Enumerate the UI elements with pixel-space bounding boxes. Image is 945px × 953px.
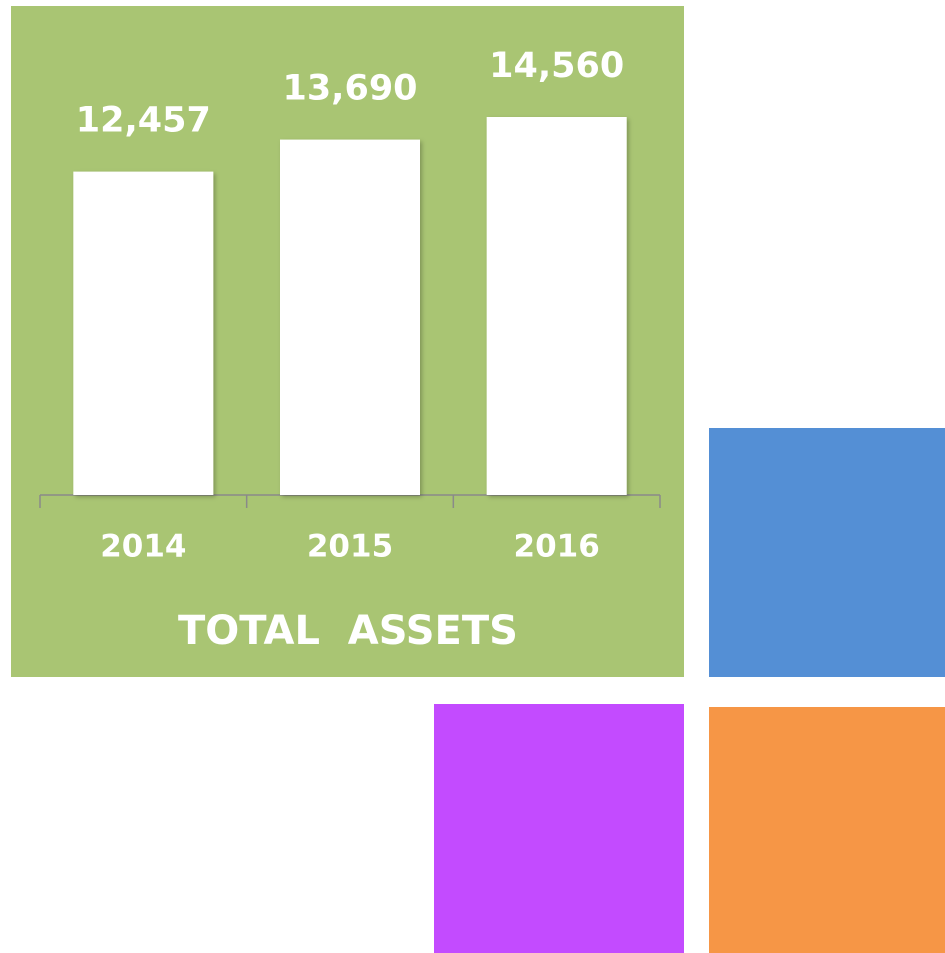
bar (486, 117, 627, 495)
blue-tile (709, 428, 945, 677)
value-label: 14,560 (489, 46, 624, 86)
orange-tile (709, 707, 945, 953)
bar (73, 171, 214, 496)
chart-title: TOTAL ASSETS (178, 608, 518, 654)
plot: 2014 12,457 2015 13,690 2016 14,560 (39, 46, 661, 565)
value-label: 12,457 (76, 101, 211, 141)
purple-tile (434, 704, 684, 953)
x-tick-label: 2014 (100, 529, 186, 565)
value-label: 13,690 (282, 69, 417, 109)
x-tick-label: 2015 (307, 529, 393, 565)
x-tick-label: 2016 (514, 529, 600, 565)
bar (280, 139, 420, 495)
